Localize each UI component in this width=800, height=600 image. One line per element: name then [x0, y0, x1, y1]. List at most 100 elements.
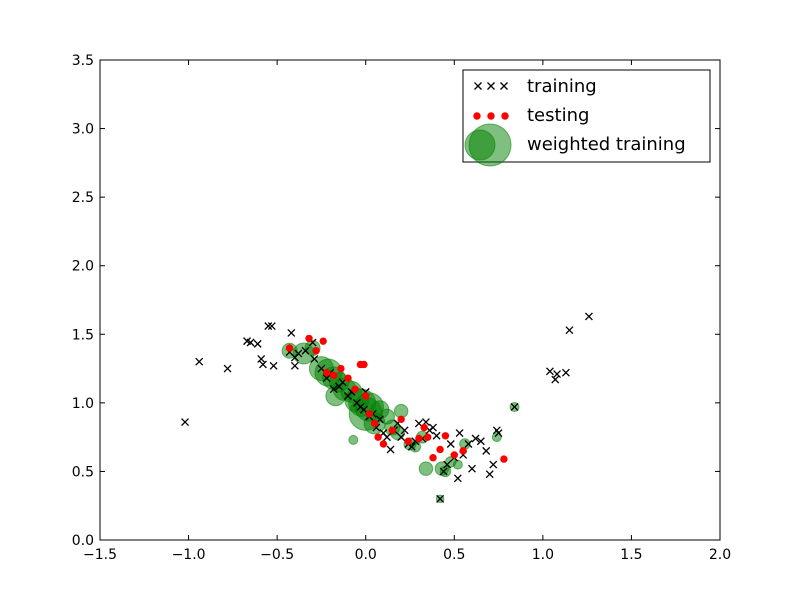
legend-label-testing: testing [527, 105, 589, 126]
testing-point [370, 419, 379, 428]
testing-point [365, 410, 373, 418]
testing-point [459, 447, 467, 455]
training-point [246, 338, 255, 347]
legend-entry-weighted-training: weighted training [464, 123, 686, 167]
testing-point [337, 364, 345, 373]
testing-point [441, 432, 450, 440]
testing-point [424, 433, 432, 441]
legend-dot-marker [501, 112, 509, 120]
legend-marker-testing [473, 112, 509, 120]
training-point [290, 361, 299, 370]
testing-point [305, 334, 313, 343]
training-point [485, 470, 494, 479]
legend-circle-marker [468, 123, 512, 167]
y-tick-label: 1.5 [72, 327, 94, 343]
legend-dot-marker [487, 112, 495, 120]
testing-point [404, 437, 412, 445]
training-point [429, 423, 437, 432]
legend-marker-training [474, 82, 508, 90]
testing-point [362, 392, 370, 400]
training-point [264, 322, 273, 331]
training-point [565, 326, 574, 335]
training-point [510, 403, 519, 411]
training-point [439, 467, 448, 476]
testing-point [436, 445, 444, 454]
training-point [259, 360, 267, 369]
training-point [436, 494, 445, 503]
testing-point [397, 415, 405, 424]
testing-point [374, 433, 382, 441]
testing-point [351, 385, 359, 393]
testing-point [429, 454, 437, 462]
x-tick-label: −1.0 [172, 547, 206, 563]
testing-point [379, 440, 388, 448]
testing-point [285, 344, 294, 352]
testing-point [500, 455, 508, 463]
legend-x-marker [500, 82, 508, 90]
legend-x-marker [487, 82, 495, 90]
training-point [561, 368, 570, 377]
y-tick-label: 3.5 [72, 53, 94, 69]
training-point [584, 312, 593, 321]
testing-point [312, 347, 320, 355]
training-point [551, 375, 560, 384]
training-point [301, 346, 310, 355]
training-point [545, 367, 554, 376]
y-tick-label: 1.0 [72, 396, 94, 412]
testing-point [415, 434, 423, 443]
x-tick-label: 0.0 [355, 547, 377, 563]
training-point [267, 322, 276, 331]
testing-point [360, 360, 368, 369]
x-tick-label: 1.0 [532, 547, 554, 563]
y-tick-label: 2.5 [72, 190, 94, 206]
legend-label-weighted-training: weighted training [527, 134, 686, 155]
training-point [223, 364, 232, 373]
testing-point [323, 368, 331, 377]
legend-label-training: training [527, 76, 597, 97]
training-point [253, 339, 262, 348]
training-point [257, 355, 266, 363]
training-point [476, 437, 485, 446]
x-tick-label: −0.5 [260, 547, 294, 563]
weighted-training-point [418, 461, 434, 476]
legend-entry-testing: testing [473, 105, 589, 126]
legend: training testing weighted training [462, 69, 711, 167]
y-tick-label: 0.5 [72, 464, 94, 480]
training-point [494, 429, 503, 437]
x-tick-label: 0.5 [443, 547, 465, 563]
training-point [181, 418, 189, 427]
legend-entry-training: training [474, 76, 597, 97]
training-point [432, 431, 441, 440]
training-point [553, 370, 561, 379]
x-tick-label: 2.0 [709, 547, 731, 563]
training-point [400, 426, 409, 435]
weighted-training-point [439, 465, 452, 478]
testing-point [319, 337, 327, 345]
training-point [397, 433, 406, 442]
legend-x-marker [474, 82, 482, 90]
training-point [489, 460, 498, 469]
training-point [322, 374, 331, 383]
testing-point [450, 451, 458, 459]
y-tick-label: 0.0 [72, 533, 94, 549]
legend-marker-weighted-training [464, 123, 512, 167]
y-tick-label: 2.0 [72, 259, 94, 275]
training-point [464, 440, 473, 448]
training-point [287, 328, 296, 337]
weighted-training-point [452, 459, 463, 470]
training-point [329, 385, 338, 394]
training-point [269, 361, 278, 370]
axes: −1.5 −1.0 −0.5 0.0 0.5 1.0 1.5 2.0 0.0 0.5 1.0 1.5 2… [72, 53, 731, 563]
legend-dot-marker [473, 112, 481, 120]
training-point [310, 355, 319, 363]
plot-area [181, 312, 593, 504]
testing-point [388, 426, 396, 434]
weighted-training-point [348, 434, 359, 445]
testing-point [420, 423, 428, 432]
training-point [455, 429, 464, 437]
training-point [446, 440, 455, 448]
training-point [482, 446, 491, 455]
training-point [471, 434, 480, 443]
training-point [468, 464, 476, 473]
